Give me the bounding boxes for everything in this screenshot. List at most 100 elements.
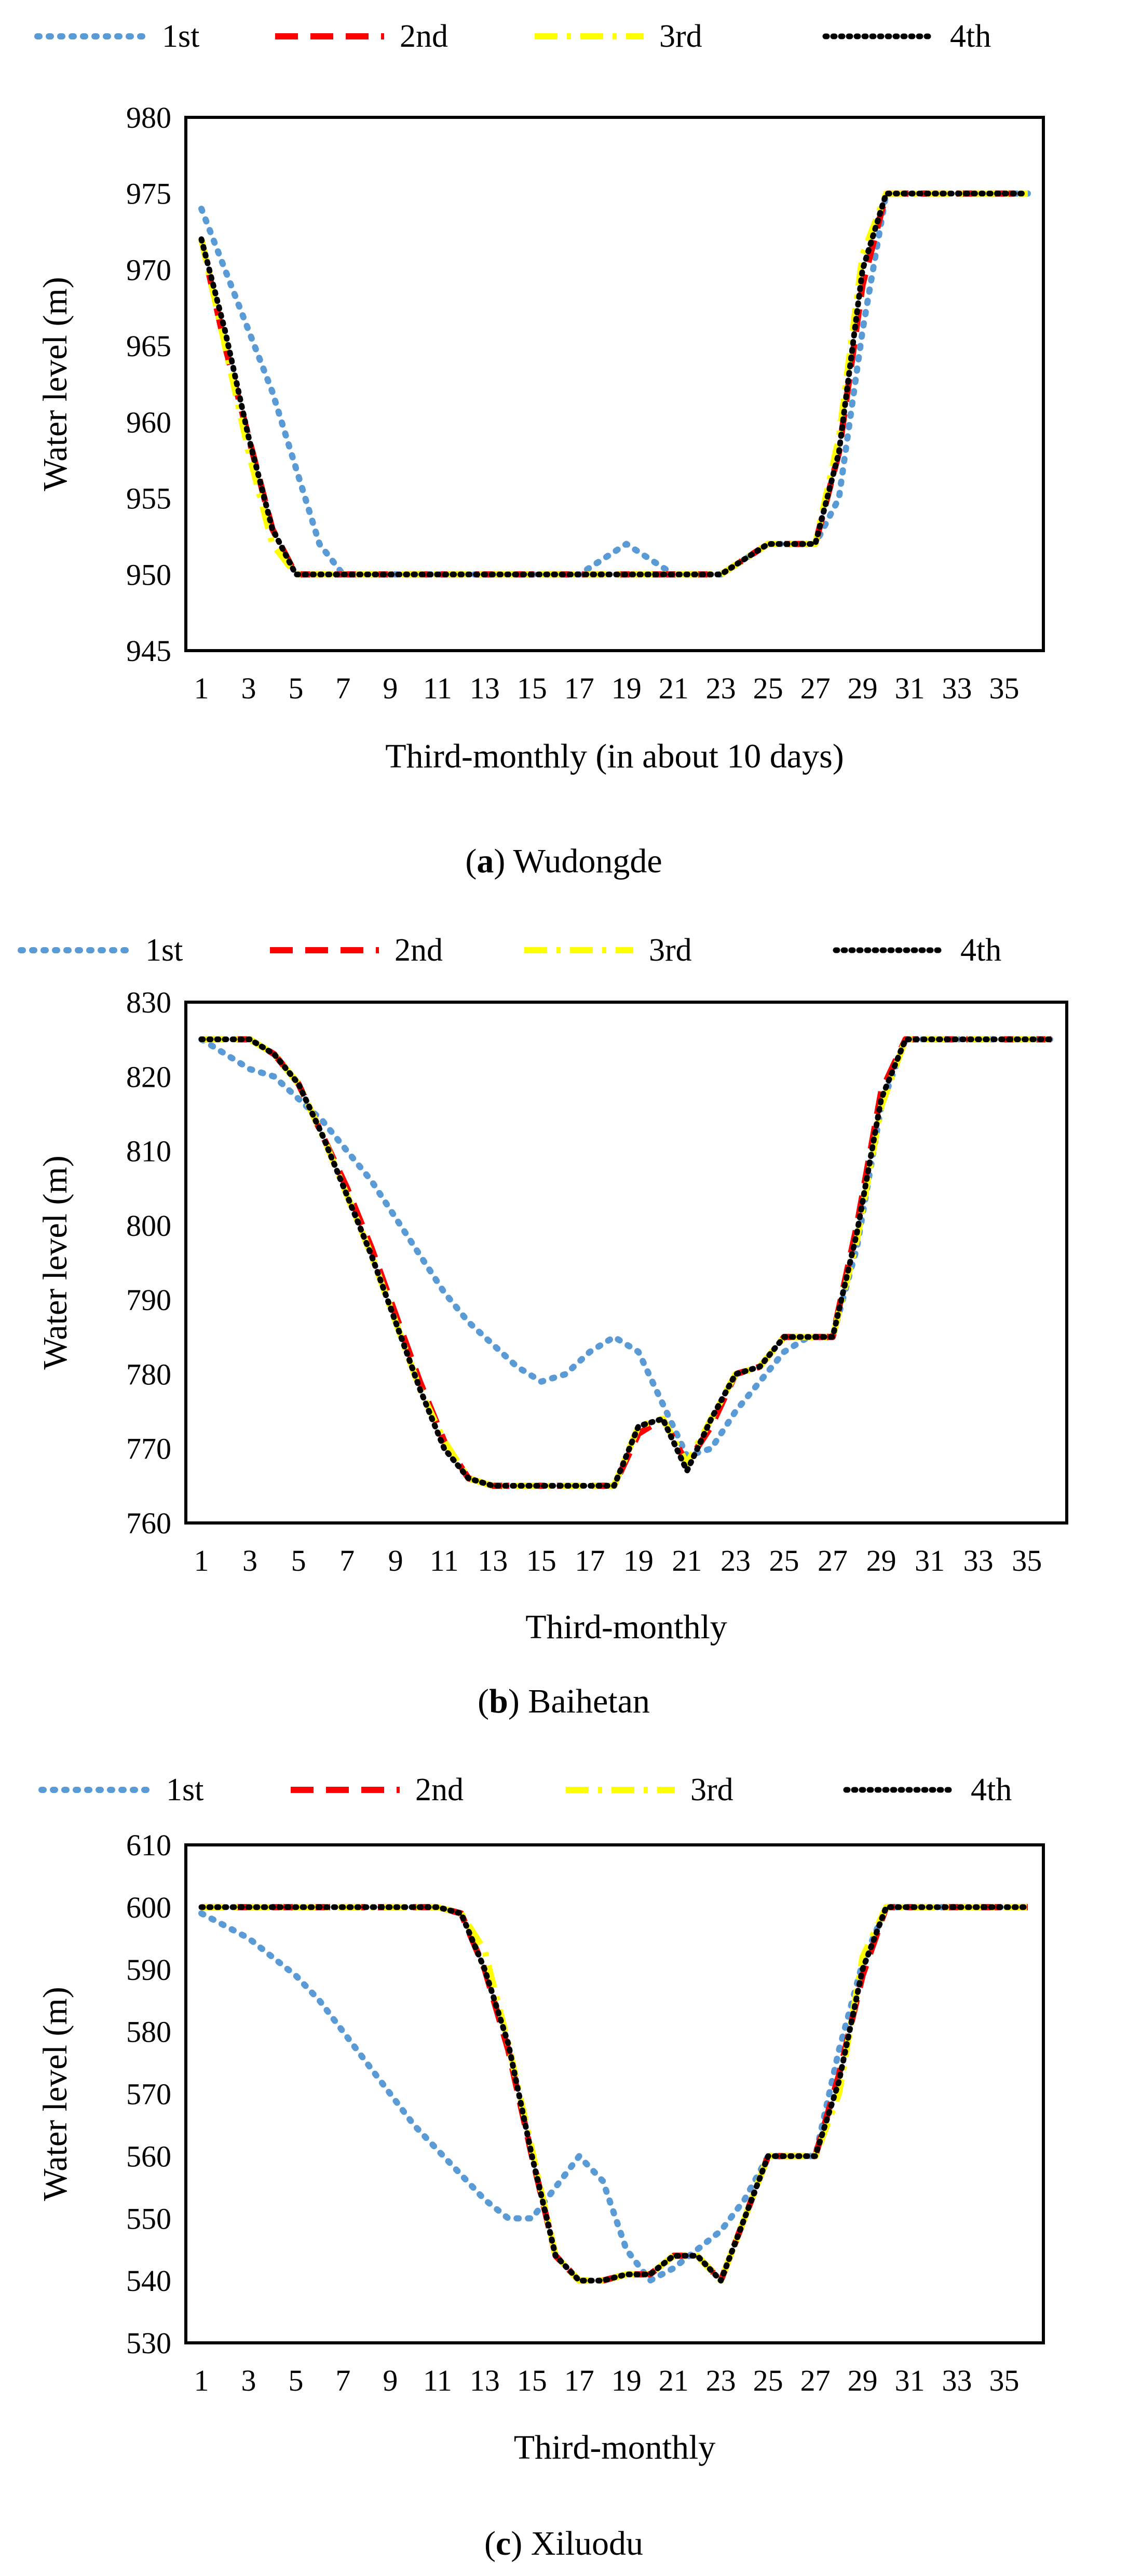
y-tick-label: 975 [126,177,171,211]
x-axis-title: Third-monthly (in about 10 days) [385,737,844,775]
y-tick-label: 945 [126,634,171,668]
x-tick-label: 11 [423,671,452,705]
y-tick-label: 760 [126,1506,171,1540]
x-tick-label: 9 [383,2364,398,2397]
x-tick-label: 21 [659,2364,689,2397]
x-tick-label: 27 [800,671,831,705]
plot-area [184,1001,1068,1525]
x-tick-label: 23 [721,1544,751,1577]
x-tick-label: 31 [915,1544,945,1577]
x-tick-label: 33 [942,2364,972,2397]
y-tick-label: 950 [126,558,171,591]
legend-label-4th: 4th [950,19,991,54]
legend-label-3rd: 3rd [690,1772,733,1808]
caption-letter: b [489,1682,508,1720]
plot-area [184,116,1045,652]
series-line-2nd [201,1036,1051,1489]
x-tick-label: 23 [706,671,736,705]
legend-label-2nd: 2nd [415,1772,464,1808]
chart-panel-c: 1st 2nd 3rd 4th 530 540 550 560 570 580 590 600 610 1… [36,1772,1045,2562]
y-tick-label: 960 [126,406,171,439]
x-tick-label: 3 [242,1544,257,1577]
y-tick-label: 780 [126,1357,171,1391]
y-tick-label: 550 [126,2202,171,2235]
y-tick-label: 820 [126,1060,171,1094]
legend: 1st 2nd 3rd 4th [18,933,1001,968]
y-axis-title: Water level (m) [36,277,74,491]
legend: 1st 2nd 3rd 4th [34,19,991,54]
y-tick-label: 540 [126,2264,171,2298]
x-tick-label: 17 [575,1544,605,1577]
series-line-3rd [201,1036,1051,1489]
x-tick-label: 29 [848,2364,878,2397]
series-line-4th [198,191,1031,577]
series-line-1st [198,1904,1031,2284]
x-tick-label: 33 [963,1544,994,1577]
y-tick-label: 790 [126,1283,171,1317]
caption: (a) Wudongde [465,842,662,880]
x-tick-label: 3 [241,671,256,705]
y-tick-label: 955 [126,482,171,516]
y-tick-label: 980 [126,101,171,134]
x-tick-label: 1 [194,1544,209,1577]
y-tick-label: 610 [126,1828,171,1862]
x-tick-label: 11 [423,2364,452,2397]
y-tick-label: 560 [126,2139,171,2173]
x-tick-label: 21 [672,1544,702,1577]
series-line-1st [198,190,1031,578]
x-tick-label: 25 [753,2364,783,2397]
caption: (b) Baihetan [478,1682,650,1720]
x-tick-label: 13 [478,1544,508,1577]
x-tick-label: 3 [241,2364,256,2397]
x-tick-label: 27 [800,2364,831,2397]
series-line-1st [198,1036,1054,1459]
series-line-3rd [198,190,1028,578]
x-axis-title: Third-monthly [525,1608,727,1646]
x-tick-label: 25 [753,671,783,705]
x-tick-label: 11 [430,1544,459,1577]
x-tick-label: 29 [848,671,878,705]
y-tick-label: 965 [126,329,171,363]
y-axis-title: Water level (m) [36,1155,74,1369]
x-tick-label: 5 [288,2364,303,2397]
y-tick-label: 970 [126,253,171,287]
series-line-4th [198,1036,1054,1489]
legend-label-1st: 1st [145,933,183,968]
plot-area [184,1843,1045,2344]
series-line-2nd [198,190,1028,578]
caption: (c) Xiluodu [484,2525,643,2562]
x-tick-label: 13 [470,671,500,705]
y-tick-label: 830 [126,986,171,1019]
x-tick-label: 29 [866,1544,896,1577]
legend-label-4th: 4th [971,1772,1012,1808]
y-tick-label: 570 [126,2078,171,2111]
x-tick-label: 25 [769,1544,799,1577]
y-tick-label: 580 [126,2015,171,2049]
y-tick-label: 600 [126,1891,171,1924]
legend-label-2nd: 2nd [400,19,448,54]
x-tick-label: 21 [659,671,689,705]
x-tick-label: 31 [895,671,925,705]
x-tick-label: 23 [706,2364,736,2397]
x-tick-label: 13 [470,2364,500,2397]
y-axis-title: Water level (m) [36,1987,74,2201]
x-tick-label: 17 [564,2364,594,2397]
x-tick-label: 19 [611,671,642,705]
caption-letter: a [477,842,494,880]
x-tick-label: 19 [611,2364,642,2397]
y-tick-label: 530 [126,2326,171,2360]
y-tick-label: 810 [126,1135,171,1168]
x-tick-label: 17 [564,671,594,705]
x-tick-label: 9 [383,671,398,705]
x-tick-label: 27 [818,1544,848,1577]
x-tick-label: 1 [194,671,209,705]
legend-label-4th: 4th [960,933,1001,968]
series-line-4th [198,1904,1031,2284]
x-tick-label: 7 [339,1544,355,1577]
x-tick-label: 33 [942,671,972,705]
x-tick-label: 9 [388,1544,403,1577]
caption-letter: c [496,2525,511,2562]
x-tick-label: 19 [623,1544,654,1577]
x-tick-label: 35 [989,671,1020,705]
